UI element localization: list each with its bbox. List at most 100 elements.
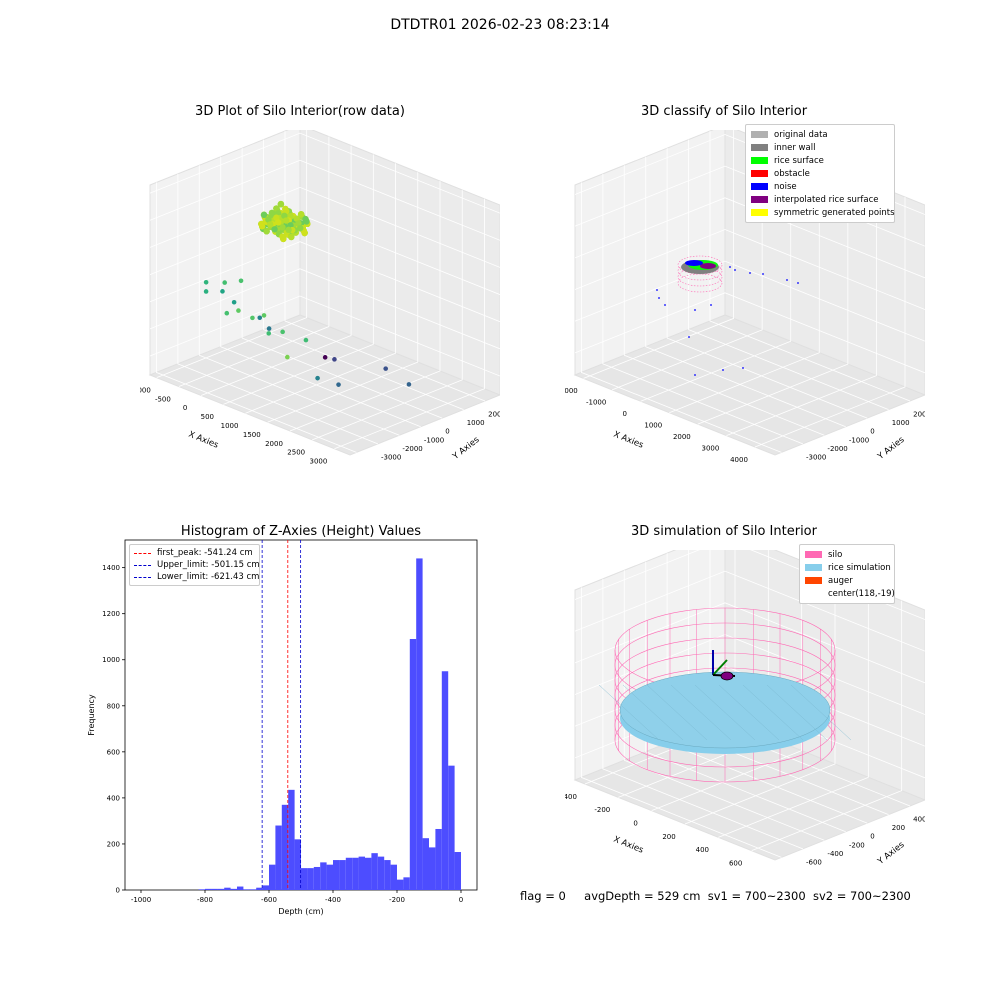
histogram-bar <box>313 866 321 890</box>
grid-line <box>223 154 374 405</box>
legend-entry: first_peak: -541.24 cm <box>134 547 255 559</box>
noise-point <box>762 273 764 275</box>
histogram-bar <box>269 864 276 890</box>
y-tick-label: 0 <box>116 887 120 895</box>
noise-cluster <box>685 260 703 266</box>
legend-entry: original data <box>751 128 889 141</box>
grid-line <box>574 260 925 342</box>
histogram-bar <box>198 889 205 890</box>
legend-label: symmetric generated points <box>774 207 895 218</box>
legend-entry: Upper_limit: -501.15 cm <box>134 559 260 571</box>
simulation-plot-title: 3D simulation of Silo Interior <box>631 524 817 539</box>
interpolated-rice-surface <box>700 263 716 269</box>
sv2-text: sv2 = 700~2300 <box>812 889 911 903</box>
data-point <box>231 299 237 305</box>
data-point <box>250 315 255 321</box>
cluster-point <box>297 224 304 232</box>
histogram-bar <box>217 888 225 890</box>
histogram-bar <box>429 847 436 890</box>
grid-line <box>651 560 803 812</box>
histogram-bar <box>288 789 295 890</box>
classify-plot-title: 3D classify of Silo Interior <box>640 104 808 119</box>
data-point <box>238 278 244 284</box>
rice-mesh-line <box>694 684 756 741</box>
grid-line <box>645 156 846 428</box>
legend-label: first_peak: -541.24 cm <box>157 548 253 558</box>
x-tick-label: -2000 <box>565 387 578 395</box>
cluster-point <box>260 211 268 219</box>
histogram-bar <box>294 839 301 890</box>
raw-plot-title: 3D Plot of Silo Interior(row data) <box>195 104 405 119</box>
x-tick-label: -500 <box>155 395 171 403</box>
legend-entry: noise <box>751 180 889 193</box>
histogram-bar <box>307 868 314 890</box>
legend-entry: inner wall <box>751 141 889 154</box>
y-tick-label: -200 <box>849 841 865 849</box>
x-tick-label: -600 <box>261 896 277 904</box>
legend-label: silo <box>828 549 843 560</box>
legend-entry: center(118,-19) <box>805 587 895 600</box>
legend-label: Upper_limit: -501.15 cm <box>157 560 260 570</box>
y-tick-label: 200 <box>107 840 120 848</box>
x-tick-label: 400 <box>696 846 709 854</box>
y-tick-label: -3000 <box>381 453 401 461</box>
grid-line <box>149 295 500 377</box>
y-tick-label: -600 <box>806 858 822 866</box>
legend-label: interpolated rice surface <box>774 194 879 205</box>
grid-line <box>200 145 352 396</box>
legend-swatch <box>805 577 822 584</box>
histogram-bar <box>441 671 449 890</box>
grid-line <box>602 578 804 850</box>
legend-entry: symmetric generated points <box>751 206 895 219</box>
legend-swatch <box>751 183 768 190</box>
data-point <box>203 279 209 285</box>
cluster-point <box>303 218 310 225</box>
y-axis-label: Y Axies <box>450 435 482 463</box>
legend-swatch <box>751 131 768 138</box>
y-tick-label: 0 <box>445 428 449 436</box>
legend-entry: auger <box>805 574 889 587</box>
legend-label: original data <box>774 129 828 140</box>
noise-point <box>710 304 712 306</box>
rice-mesh-line <box>646 684 708 741</box>
histogram-bar <box>416 558 423 890</box>
x-axis-label: X Axies <box>187 430 220 451</box>
y-tick-label: 400 <box>107 794 120 802</box>
data-point <box>222 280 228 285</box>
grid-line <box>284 131 486 402</box>
x-tick-label: 3000 <box>702 444 720 452</box>
grid-line <box>177 173 379 445</box>
grid-line <box>574 570 925 652</box>
x-tick-label: 0 <box>633 819 637 827</box>
grid-line <box>156 182 357 453</box>
histogram-bar <box>230 888 237 890</box>
legend-label: auger <box>828 575 853 586</box>
y-tick-label: 1000 <box>102 656 120 664</box>
y-tick-label: 600 <box>107 748 120 756</box>
grid-line <box>666 148 868 419</box>
grid-line <box>684 574 836 825</box>
histogram-bar <box>422 838 429 890</box>
grid-line <box>718 587 869 838</box>
legend-entry: silo <box>805 548 889 561</box>
x-tick-label: 3000 <box>310 458 328 466</box>
x-tick-label: -400 <box>565 793 577 801</box>
x-tick-label: 2500 <box>287 449 305 457</box>
histogram-bar <box>435 828 442 890</box>
histogram-bar <box>390 864 397 890</box>
legend-line-blue <box>134 564 151 566</box>
x-tick-label: -200 <box>389 896 405 904</box>
rice-mesh-line <box>742 684 804 741</box>
histogram-bar <box>358 856 365 890</box>
grid-line <box>220 156 421 428</box>
y-axis-label: Frequency <box>87 694 96 736</box>
legend-swatch <box>751 170 768 177</box>
x-tick-label: 0 <box>183 404 187 412</box>
grid-line <box>726 185 877 436</box>
legend-label: center(118,-19) <box>828 588 895 599</box>
y-tick-label: 1200 <box>102 610 120 618</box>
grid-line <box>149 132 500 214</box>
grid-line <box>574 602 925 684</box>
histogram-bar <box>371 853 378 890</box>
histogram-bar <box>377 856 385 890</box>
